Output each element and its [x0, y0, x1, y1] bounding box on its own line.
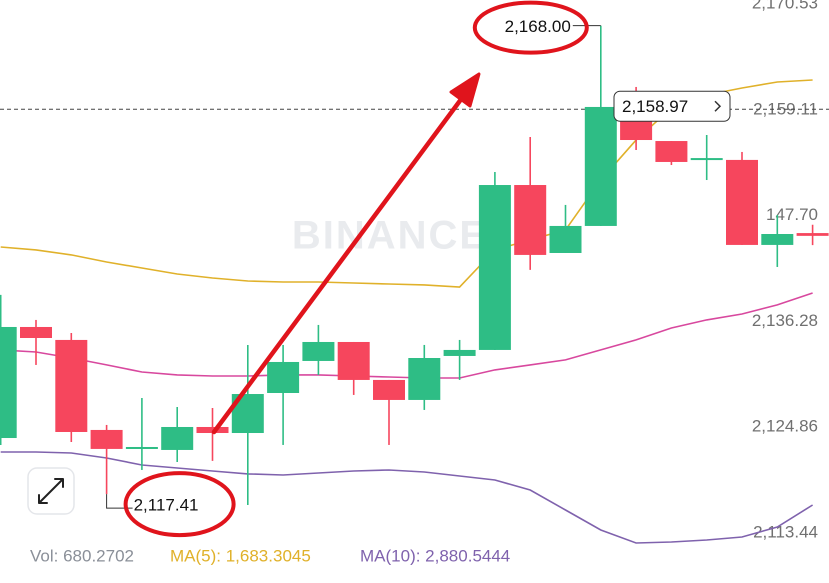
candle-body: [761, 234, 794, 245]
indicator-label: MA(5): 1,683.3045: [170, 546, 311, 565]
candle-body: [408, 357, 441, 400]
annotation-label: 2,168.00: [505, 17, 571, 36]
highlight-circle: [472, 0, 589, 55]
annotation-label: 2,117.41: [134, 496, 199, 515]
last-price-box[interactable]: [613, 90, 731, 122]
watermark: BINANCE: [292, 214, 488, 258]
candle-body: [584, 106, 617, 226]
ma-line: [0, 292, 813, 379]
candle-body: [337, 341, 370, 380]
candle-body: [443, 349, 476, 356]
y-tick-label: 2,124.86: [752, 417, 818, 436]
y-tick-label: 2,136.28: [752, 311, 818, 330]
candle-body: [549, 225, 582, 253]
candle-body: [302, 341, 335, 361]
candle-body: [267, 361, 300, 394]
candle-body: [655, 141, 688, 162]
highlight-circle: [123, 471, 236, 538]
expand-button[interactable]: [27, 467, 75, 515]
candle-body: [0, 326, 17, 439]
arrow-head: [449, 72, 481, 108]
y-tick-label: 2,113.44: [753, 522, 818, 541]
candle-body: [196, 426, 229, 434]
candle-body: [373, 379, 405, 400]
candle-body: [161, 426, 194, 450]
y-tick-label: 147.70: [766, 205, 818, 224]
candle-body: [514, 185, 547, 255]
y-tick-label: 2,170.53: [752, 0, 818, 13]
chevron: [714, 100, 722, 112]
arrow-shaft: [211, 95, 465, 435]
candle-body: [796, 233, 829, 236]
candle-body: [478, 185, 511, 350]
candle-body: [90, 429, 123, 449]
candle-body: [726, 159, 758, 245]
candle-body: [20, 326, 52, 338]
candle-body: [125, 446, 158, 449]
candle-body: [55, 339, 88, 432]
annotation-leader: [106, 494, 133, 509]
ma-line: [0, 451, 814, 544]
candle-body: [690, 158, 723, 161]
last-price-label: 2,158.97: [622, 97, 688, 116]
indicator-label: Vol: 680.2702: [30, 546, 134, 565]
indicator-label: MA(10): 2,880.5444: [360, 546, 510, 565]
